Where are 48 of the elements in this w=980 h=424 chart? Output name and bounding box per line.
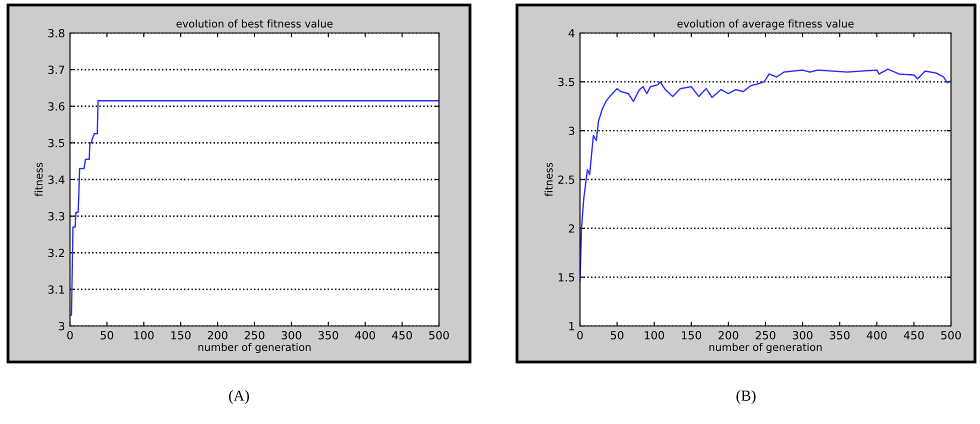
x-tick-label: 250	[244, 331, 264, 340]
text: (B)	[736, 390, 756, 404]
x-tick-label: 500	[429, 331, 449, 340]
x-tick-label: 150	[171, 331, 191, 340]
line-series	[580, 68, 951, 283]
x-tick-label: 300	[792, 331, 812, 340]
y-tick-label: 3.1	[48, 285, 64, 294]
x-axis-title: number of generation	[198, 343, 311, 354]
y-tick-label: 3.6	[48, 102, 64, 111]
y-tick-label: 2	[568, 224, 574, 233]
x-tick-label: 450	[392, 331, 412, 340]
y-tick-label: 3.5	[48, 138, 64, 148]
line-series	[70, 100, 439, 316]
x-tick-label: 450	[904, 331, 924, 340]
x-tick-label: 400	[355, 331, 376, 340]
chart-title: evolution of best fitness value	[176, 20, 333, 28]
y-tick-label: 3	[568, 126, 574, 136]
y-tick-label: 3	[58, 322, 64, 330]
x-tick-label: 100	[134, 331, 154, 340]
y-tick-label: 2.5	[558, 175, 574, 184]
x-tick-label: 500	[941, 331, 961, 340]
y-tick-label: 4	[568, 29, 575, 38]
y-tick-label: 3.8	[48, 28, 64, 38]
y-axis-title: fitness	[544, 162, 553, 197]
x-tick-label: 350	[318, 331, 338, 340]
x-tick-label: 300	[282, 331, 302, 340]
y-tick-label: 3.7	[48, 66, 64, 74]
y-axis-title: fitness	[34, 162, 43, 197]
text: (A)	[229, 390, 249, 404]
x-tick-label: 200	[718, 331, 738, 340]
y-tick-label: 3.3	[48, 212, 64, 221]
x-tick-label: 200	[208, 331, 228, 340]
x-axis-title: number of generation	[709, 343, 822, 354]
chart-title: evolution of average fitness value	[677, 20, 854, 30]
y-tick-label: 3.2	[48, 248, 64, 258]
y-tick-label: 3.5	[558, 78, 574, 86]
x-tick-label: 50	[610, 331, 624, 340]
x-tick-label: 100	[644, 331, 664, 340]
y-tick-label: 3.4	[48, 175, 65, 184]
x-tick-label: 0	[67, 331, 73, 340]
x-tick-label: 250	[756, 331, 776, 340]
x-tick-label: 0	[577, 331, 583, 340]
y-tick-label: 1.5	[558, 273, 574, 282]
x-tick-label: 350	[830, 331, 850, 340]
x-tick-label: 50	[100, 331, 114, 340]
y-tick-label: 1	[569, 322, 574, 330]
x-tick-label: 150	[682, 331, 702, 340]
x-tick-label: 400	[866, 331, 887, 340]
